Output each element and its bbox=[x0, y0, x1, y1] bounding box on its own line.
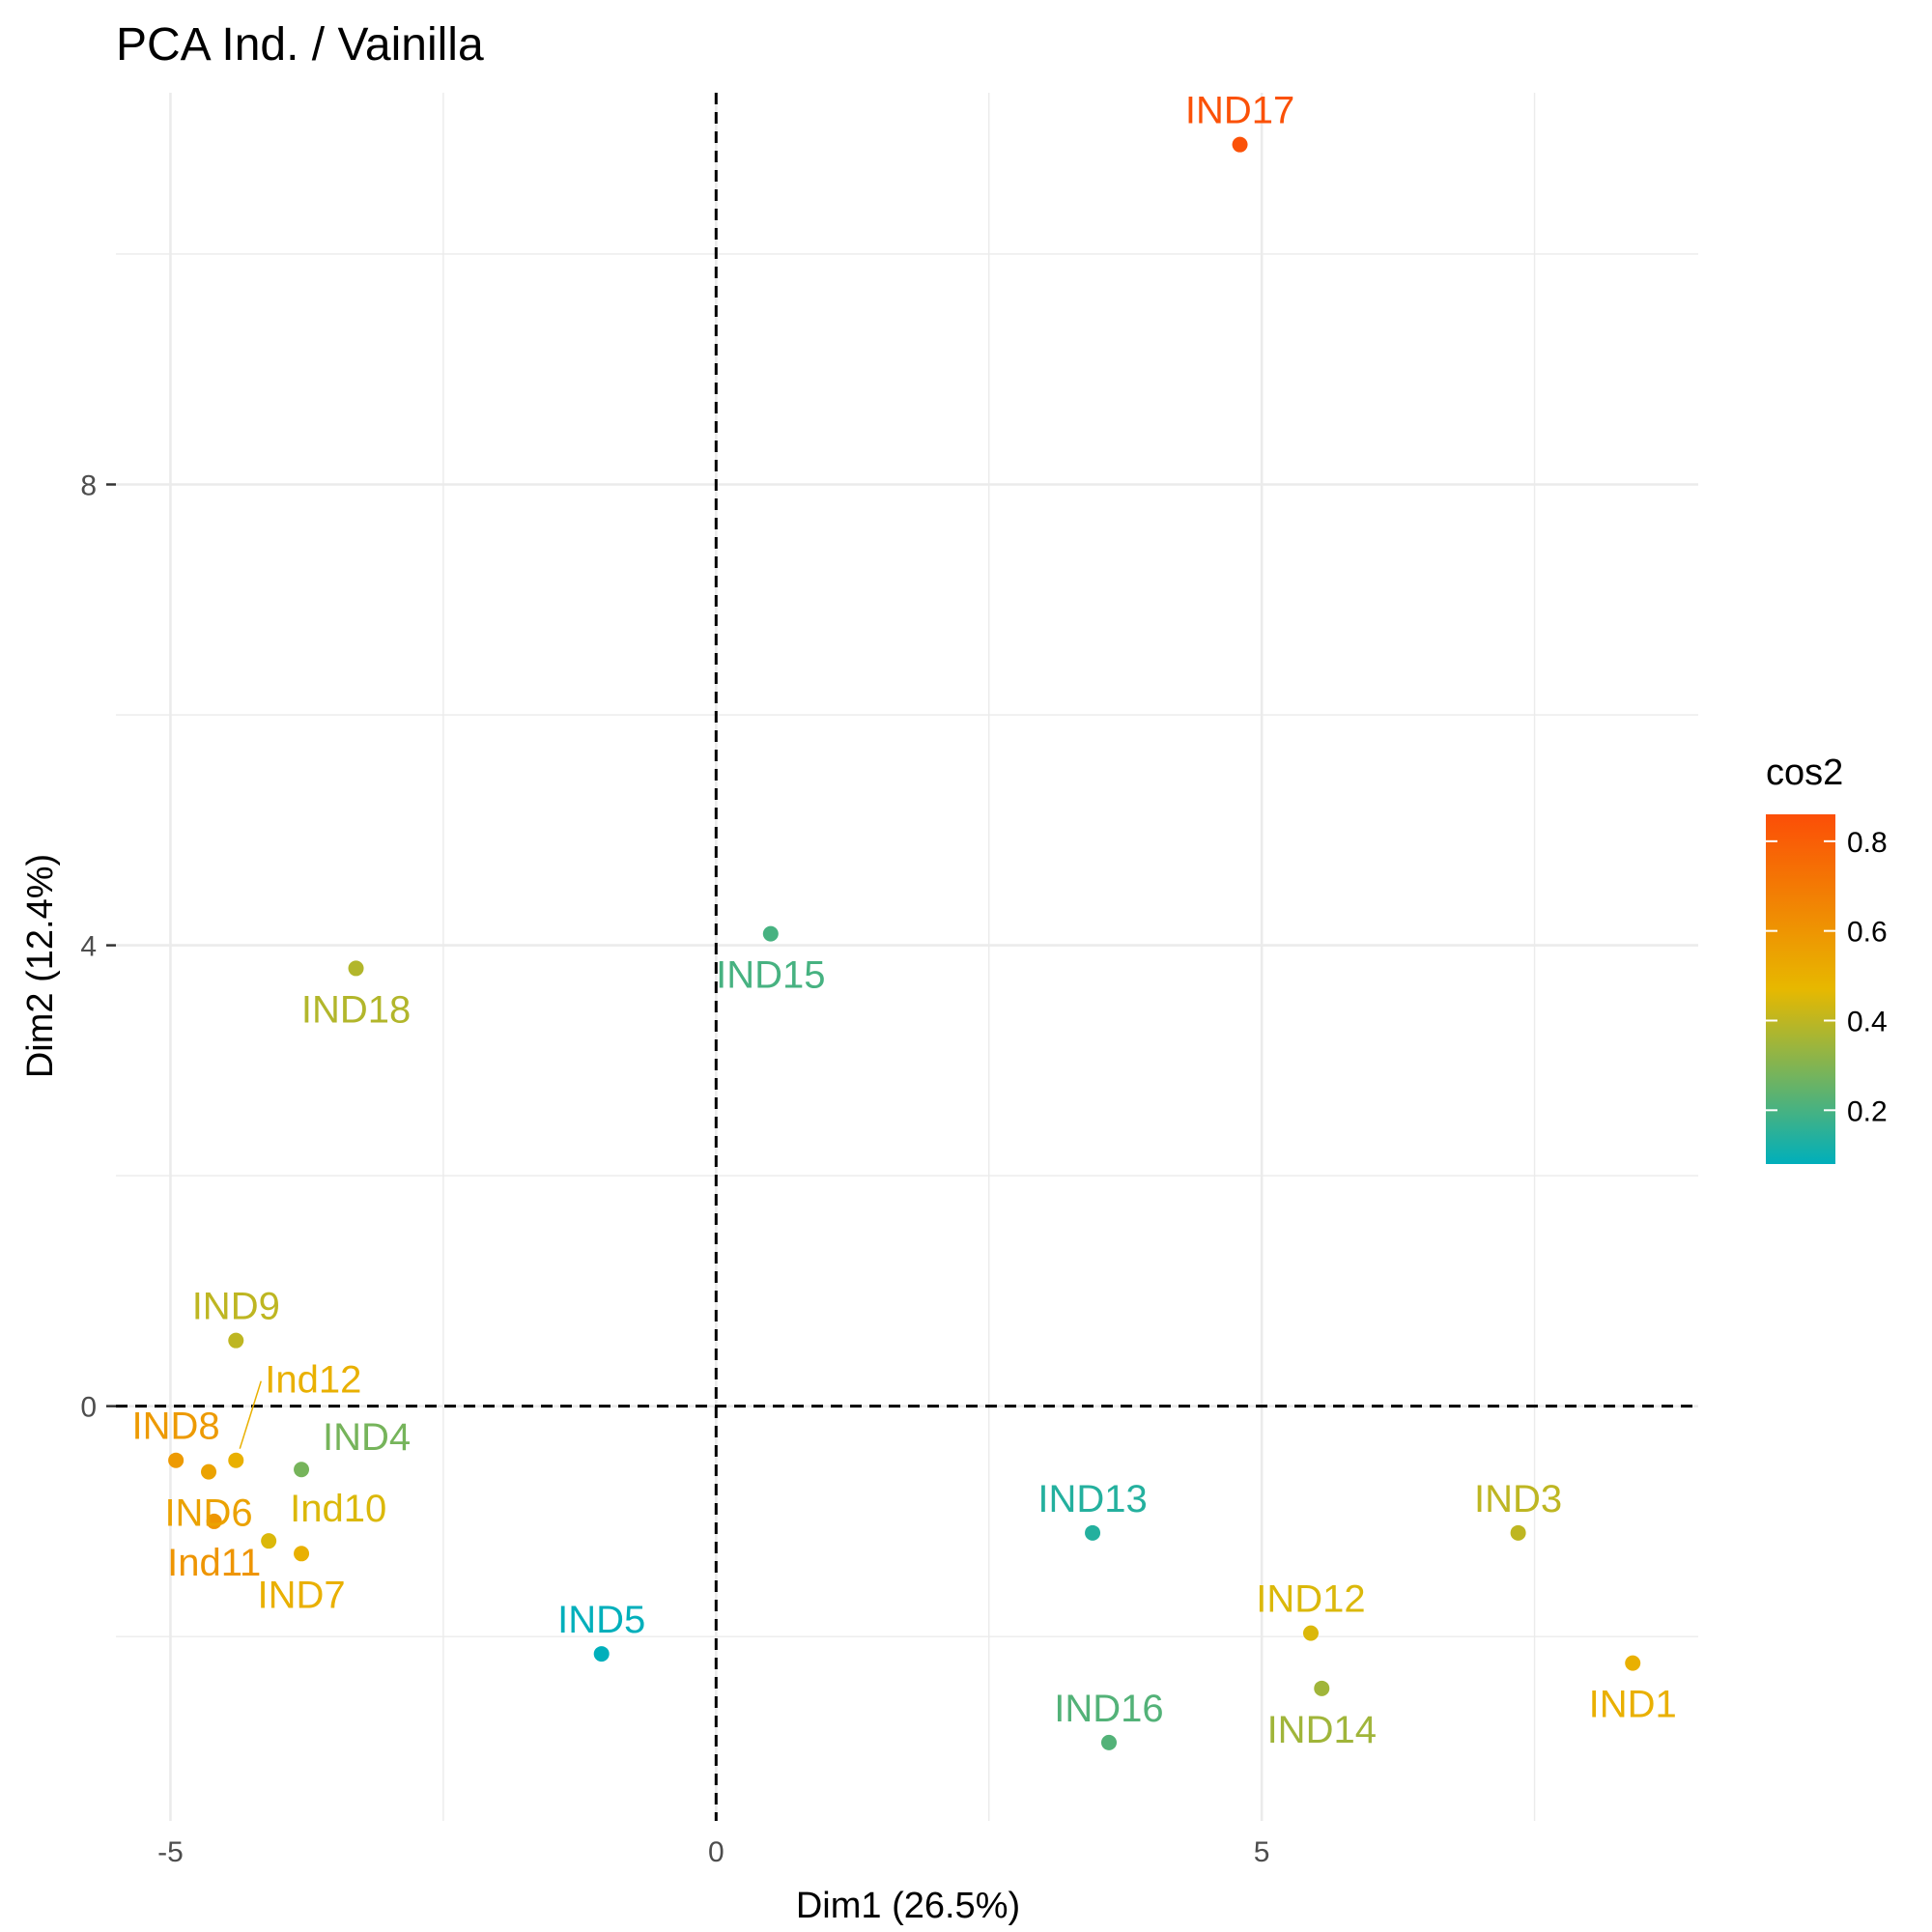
color-legend: cos2 0.2 0.4 0.6 0.8 bbox=[1766, 753, 1888, 1164]
point-label: IND5 bbox=[557, 1599, 645, 1641]
data-point bbox=[261, 1533, 277, 1549]
grid bbox=[116, 93, 1698, 1821]
data-point bbox=[168, 1452, 185, 1468]
point-label: IND12 bbox=[1256, 1578, 1365, 1621]
label-leader-line bbox=[239, 1380, 262, 1449]
data-point bbox=[294, 1546, 310, 1562]
data-point bbox=[348, 960, 364, 977]
point-label: IND17 bbox=[1185, 90, 1294, 132]
y-tick-label: 0 bbox=[80, 1392, 97, 1424]
x-axis-ticks: -5 0 5 bbox=[157, 1836, 1269, 1868]
point-label: IND6 bbox=[164, 1492, 252, 1535]
reference-lines bbox=[116, 93, 1698, 1821]
chart-title: PCA Ind. / Vainilla bbox=[116, 19, 484, 71]
y-tick-label: 8 bbox=[80, 470, 97, 502]
data-point bbox=[593, 1646, 610, 1662]
point-label: IND4 bbox=[323, 1416, 411, 1459]
x-tick-label: 5 bbox=[1254, 1836, 1270, 1868]
x-tick-label: 0 bbox=[708, 1836, 724, 1868]
data-point bbox=[1510, 1524, 1526, 1541]
point-label: IND18 bbox=[301, 988, 411, 1031]
point-label: IND15 bbox=[716, 954, 825, 997]
legend-title: cos2 bbox=[1766, 753, 1843, 793]
data-point bbox=[1232, 136, 1248, 153]
data-point bbox=[228, 1452, 244, 1468]
data-point bbox=[1302, 1625, 1319, 1641]
data-point bbox=[206, 1513, 222, 1529]
point-label: IND13 bbox=[1037, 1478, 1147, 1520]
x-axis-title: Dim1 (26.5%) bbox=[796, 1886, 1020, 1926]
legend-tick-label: 0.6 bbox=[1847, 917, 1888, 949]
point-label: IND1 bbox=[1589, 1684, 1677, 1726]
data-point bbox=[294, 1462, 310, 1478]
data-point bbox=[1085, 1524, 1101, 1541]
point-label: Ind12 bbox=[265, 1359, 361, 1402]
point-label: IND3 bbox=[1474, 1478, 1562, 1520]
legend-tick-label: 0.2 bbox=[1847, 1095, 1888, 1127]
y-axis-title: Dim2 (12.4%) bbox=[20, 854, 61, 1078]
data-point bbox=[1314, 1680, 1330, 1696]
point-label: IND14 bbox=[1267, 1709, 1377, 1751]
data-point bbox=[228, 1332, 244, 1349]
point-label: Ind11 bbox=[167, 1542, 261, 1584]
data-points bbox=[168, 136, 1641, 1750]
point-labels: IND17 IND15 IND18 IND9 Ind12 IND8 IND4 IND6 Ind1… bbox=[132, 90, 1677, 1751]
point-label: IND16 bbox=[1054, 1688, 1163, 1730]
legend-tick-label: 0.8 bbox=[1847, 827, 1888, 859]
x-tick-label: -5 bbox=[157, 1836, 184, 1868]
data-point bbox=[1625, 1655, 1641, 1671]
data-point bbox=[201, 1463, 217, 1480]
legend-tick-label: 0.4 bbox=[1847, 1006, 1888, 1037]
y-axis-ticks: 0 4 8 bbox=[80, 470, 116, 1424]
y-tick-label: 4 bbox=[80, 931, 97, 963]
point-label: IND9 bbox=[192, 1286, 280, 1328]
point-label: Ind10 bbox=[290, 1488, 386, 1530]
data-point bbox=[1100, 1734, 1117, 1750]
data-point bbox=[762, 925, 779, 942]
legend-ticks: 0.2 0.4 0.6 0.8 bbox=[1766, 827, 1888, 1127]
legend-color-bar bbox=[1766, 814, 1835, 1164]
point-label: IND7 bbox=[257, 1574, 345, 1616]
point-label: IND8 bbox=[132, 1406, 220, 1448]
